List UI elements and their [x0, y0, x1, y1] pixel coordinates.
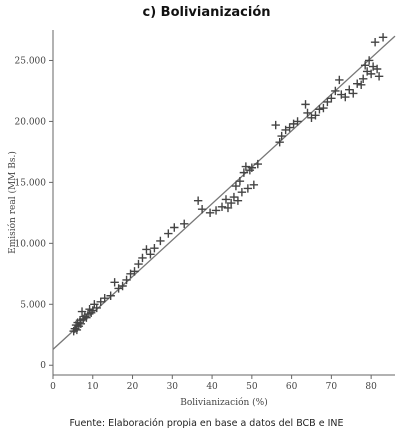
data-point — [193, 196, 203, 205]
y-tick-label: 25.000 — [15, 56, 47, 66]
x-tick-label: 60 — [286, 382, 298, 392]
ticks: 0 10 20 30 40 50 60 70 80 0 5.000 10.000 15.000 20.00… — [15, 56, 378, 392]
y-tick-label: 10.000 — [15, 239, 47, 249]
data-point — [146, 250, 155, 259]
y-tick-label: 20.000 — [15, 117, 47, 127]
x-tick-label: 70 — [326, 382, 338, 392]
data-point — [319, 103, 328, 113]
data-point — [353, 79, 362, 88]
data-point — [315, 105, 324, 114]
data-point — [72, 325, 82, 335]
y-tick-label: 5.000 — [20, 300, 46, 310]
data-point — [231, 181, 241, 191]
data-point — [122, 275, 131, 285]
data-point — [356, 80, 366, 90]
data-point — [372, 64, 382, 74]
data-point — [164, 229, 173, 238]
data-point — [100, 293, 109, 303]
data-point — [335, 75, 344, 85]
data-point — [301, 100, 310, 109]
data-point — [134, 259, 143, 269]
data-point — [221, 195, 231, 204]
data-point — [226, 198, 236, 208]
data-point — [360, 61, 370, 70]
data-point — [77, 307, 87, 316]
x-tick-label: 0 — [50, 382, 56, 392]
data-point — [303, 108, 312, 118]
data-point — [349, 89, 358, 98]
data-point — [138, 253, 147, 263]
data-point — [223, 203, 233, 213]
data-point — [331, 86, 340, 96]
y-tick-label: 15.000 — [15, 178, 47, 188]
data-point — [180, 219, 189, 229]
data-point — [205, 208, 215, 218]
data-point — [243, 184, 253, 193]
data-point — [345, 85, 354, 94]
data-point — [150, 244, 159, 253]
data-point — [247, 163, 257, 172]
data-point — [130, 267, 139, 276]
data-point — [311, 111, 320, 120]
data-point — [211, 206, 221, 215]
data-point — [253, 159, 263, 169]
data-point — [106, 291, 115, 300]
data-point — [197, 205, 207, 214]
x-tick-label: 50 — [246, 382, 258, 392]
data-point — [170, 223, 179, 232]
x-tick-label: 10 — [87, 382, 99, 392]
data-point — [237, 187, 247, 197]
data-point — [142, 245, 151, 254]
x-tick-label: 30 — [167, 382, 179, 392]
data-point — [374, 72, 384, 81]
x-axis-title: Bolivianización (%) — [180, 397, 267, 408]
data-point — [275, 137, 284, 147]
data-point — [358, 74, 368, 83]
data-point — [235, 176, 245, 186]
data-point — [82, 313, 91, 322]
data-point — [327, 94, 336, 103]
data-points — [69, 33, 388, 336]
y-axis-title: Emisión real (MM Bs.) — [7, 151, 18, 254]
chart-title: c) Bolivianización — [142, 5, 271, 20]
y-tick-label: 0 — [40, 361, 46, 371]
data-point — [285, 123, 294, 132]
data-point — [239, 168, 249, 177]
x-tick-label: 40 — [206, 382, 218, 392]
data-point — [217, 202, 227, 211]
x-tick-label: 80 — [365, 382, 377, 392]
data-point — [96, 297, 105, 307]
data-point — [293, 117, 302, 126]
data-point — [110, 278, 119, 287]
data-point — [277, 131, 286, 141]
data-point — [249, 180, 259, 190]
data-point — [271, 120, 280, 130]
data-point — [156, 236, 165, 246]
data-point — [76, 319, 86, 328]
data-point — [92, 303, 101, 313]
axes — [52, 30, 395, 376]
data-point — [378, 33, 388, 42]
data-point — [370, 37, 380, 47]
data-point — [118, 281, 127, 291]
data-point — [366, 69, 376, 79]
data-point — [233, 196, 243, 205]
data-point — [341, 92, 350, 102]
data-point — [229, 192, 239, 202]
data-point — [241, 162, 251, 171]
data-point — [364, 56, 374, 65]
x-tick-label: 20 — [127, 382, 139, 392]
source-note: Fuente: Elaboración propia en base a dat… — [69, 418, 344, 429]
data-point — [323, 97, 332, 107]
